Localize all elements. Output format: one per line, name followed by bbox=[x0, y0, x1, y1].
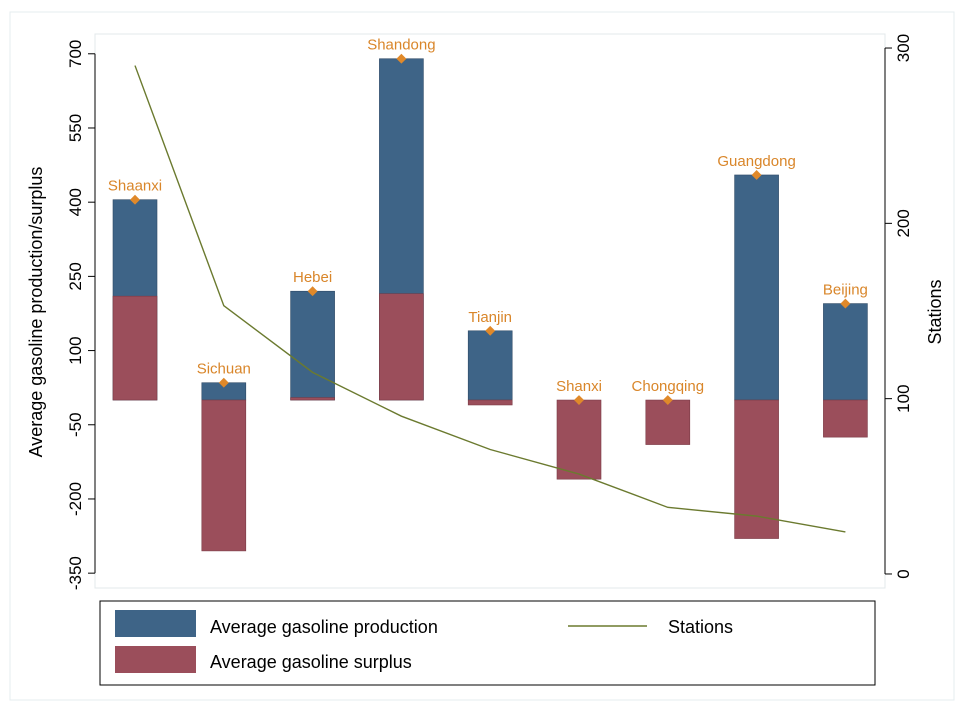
province-labels: Shaanxi Sichuan Hebei Shandong Tianjin Shanxi… bbox=[108, 37, 868, 395]
province-label-sichuan: Sichuan bbox=[197, 361, 251, 378]
left-tick-label: 250 bbox=[66, 262, 85, 290]
right-tick-label: 200 bbox=[894, 209, 913, 237]
province-label-shandong: Shandong bbox=[367, 37, 435, 54]
legend-label-stations: Stations bbox=[668, 617, 733, 637]
legend-box bbox=[99, 600, 876, 686]
legend-swatch-production bbox=[115, 610, 196, 637]
marker-shaanxi bbox=[130, 194, 140, 205]
left-tick-label: -50 bbox=[66, 412, 85, 437]
legend-label-production: Average gasoline production bbox=[210, 617, 438, 637]
marker-tianjin bbox=[485, 325, 496, 336]
province-label-guangdong: Guangdong bbox=[717, 153, 795, 170]
y2-axis-title: Stations bbox=[925, 279, 945, 344]
legend-label-surplus: Average gasoline surplus bbox=[210, 652, 412, 672]
production-bar-tianjin bbox=[467, 330, 513, 401]
right-axis: 300 200 100 0 bbox=[884, 34, 913, 579]
right-tick-label: 0 bbox=[894, 569, 913, 578]
province-label-shaanxi: Shaanxi bbox=[108, 178, 162, 195]
production-bar-beijing bbox=[823, 303, 868, 401]
surplus-bar-chongqing bbox=[645, 399, 691, 445]
surplus-bar-sichuan bbox=[201, 399, 247, 552]
surplus-bar-beijing bbox=[823, 399, 868, 438]
surplus-bar-guangdong bbox=[734, 399, 779, 539]
marker-shanxi bbox=[574, 395, 584, 405]
surplus-bar-shaanxi bbox=[112, 295, 158, 401]
stations-line-group bbox=[134, 65, 846, 533]
left-tick-label: 400 bbox=[66, 188, 85, 216]
marker-hebei bbox=[307, 286, 318, 297]
left-tick-label: 100 bbox=[66, 336, 85, 364]
left-tick-label: 550 bbox=[66, 114, 85, 142]
production-bar-guangdong bbox=[734, 174, 779, 401]
province-label-hebei: Hebei bbox=[293, 269, 332, 286]
province-label-beijing: Beijing bbox=[823, 282, 868, 299]
left-tick-label: -200 bbox=[66, 482, 85, 516]
stations-line bbox=[134, 65, 846, 533]
province-markers bbox=[130, 53, 851, 405]
marker-sichuan bbox=[218, 377, 229, 388]
legend-swatch-surplus bbox=[115, 646, 196, 673]
left-tick-label: -350 bbox=[66, 556, 85, 590]
chart-outer-frame bbox=[9, 11, 955, 701]
surplus-bar-shandong bbox=[379, 293, 424, 401]
right-tick-label: 300 bbox=[894, 34, 913, 62]
y-axis-title: Average gasoline production/surplus bbox=[26, 167, 46, 458]
surplus-bar-shanxi bbox=[556, 399, 602, 480]
province-label-chongqing: Chongqing bbox=[632, 378, 705, 395]
marker-guangdong bbox=[751, 170, 762, 180]
right-tick-label: 100 bbox=[894, 384, 913, 412]
left-tick-label: 700 bbox=[66, 40, 85, 68]
marker-beijing bbox=[840, 298, 851, 309]
left-axis: 700 550 400 250 100 -50 -200 -350 bbox=[66, 40, 96, 590]
surplus-bar-hebei bbox=[290, 397, 335, 401]
province-label-shanxi: Shanxi bbox=[556, 378, 602, 395]
production-bar-hebei bbox=[290, 290, 335, 401]
legend: Average gasoline production Average gaso… bbox=[99, 600, 876, 686]
surplus-bars bbox=[112, 293, 868, 552]
marker-chongqing bbox=[662, 395, 673, 405]
province-label-tianjin: Tianjin bbox=[468, 309, 512, 326]
surplus-bar-tianjin bbox=[467, 399, 513, 406]
